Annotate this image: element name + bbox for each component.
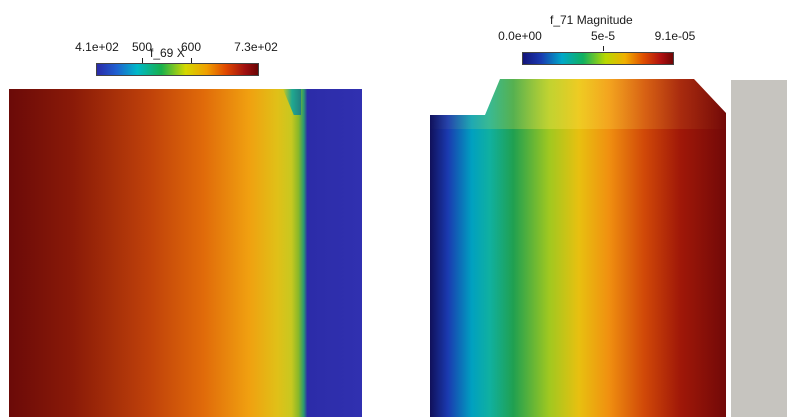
scalar-bar-tick-mark: [603, 46, 604, 51]
scalar-bar-title: f_69 X: [150, 46, 185, 60]
scalar-bar-colorbar: [96, 63, 259, 76]
field-surface-f69: [9, 89, 362, 417]
scalar-bar-tick-mark: [142, 58, 143, 63]
render-view-right[interactable]: f_71 Magnitude 0.0e+00 5e-5 9.1e-05: [394, 0, 787, 417]
scalar-bar-tick-min: 4.1e+02: [75, 40, 119, 54]
field-surface-shoulder: [430, 79, 726, 129]
scalar-bar-tick-mid: 5e-5: [590, 29, 616, 43]
render-view-left[interactable]: f_69 X 4.1e+02 500 600 7.3e+02: [0, 0, 392, 417]
solid-surface-gray: [731, 80, 787, 417]
field-surface-f71: [430, 79, 726, 417]
scalar-bar-tick-500: 500: [131, 40, 153, 54]
scalar-bar-colorbar: [522, 52, 674, 65]
scalar-bar-tick-mark: [191, 58, 192, 63]
scalar-bar-tick-600: 600: [180, 40, 202, 54]
scalar-bar-tick-max: 9.1e-05: [654, 29, 696, 43]
scalar-bar-tick-max: 7.3e+02: [234, 40, 278, 54]
scalar-bar-title: f_71 Magnitude: [550, 13, 633, 27]
scalar-bar-tick-min: 0.0e+00: [498, 29, 542, 43]
